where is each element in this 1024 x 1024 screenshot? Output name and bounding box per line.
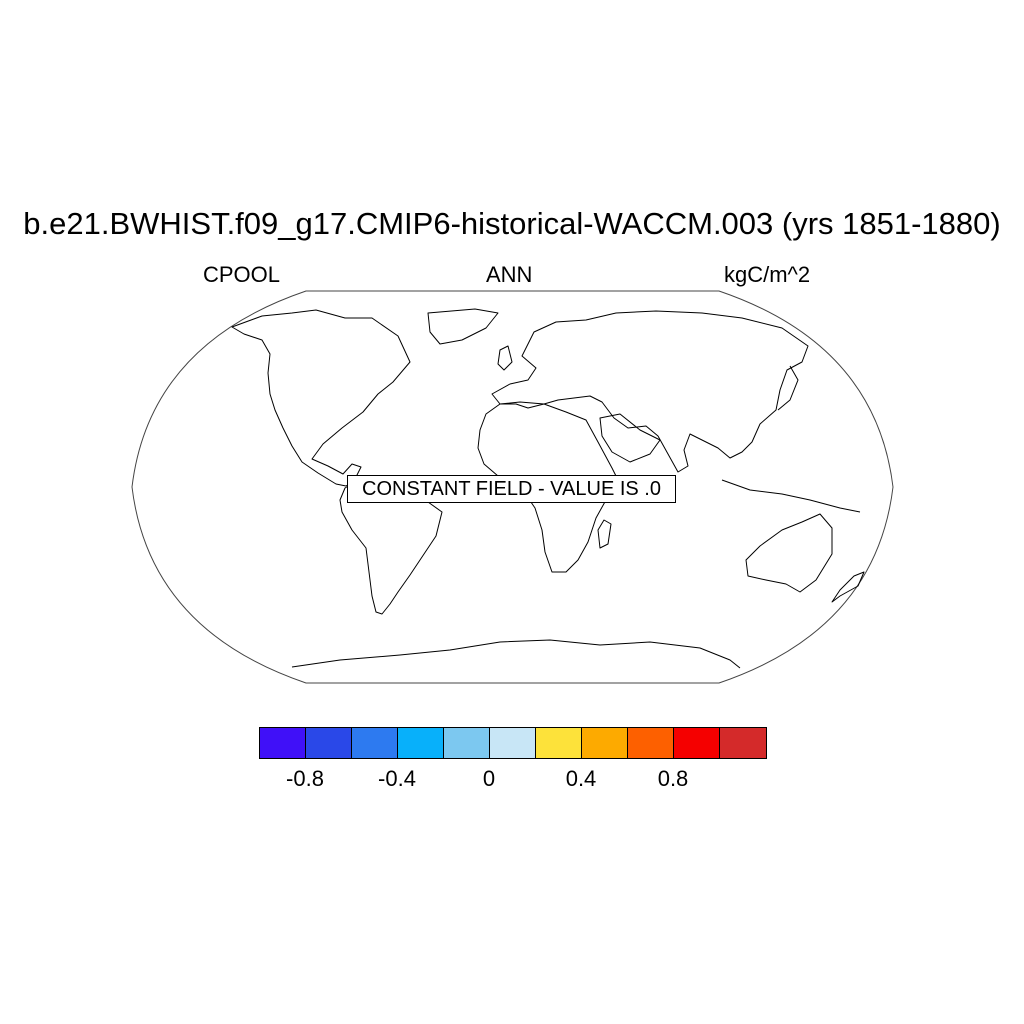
season-label: ANN [486, 262, 533, 287]
colorbar-tick-label: 0.8 [657, 766, 689, 791]
new-zealand-outline [831, 571, 865, 603]
colorbar-swatch [490, 728, 536, 758]
coastlines [231, 308, 865, 669]
arabia-outline [599, 413, 661, 463]
constant-field-notice: CONSTANT FIELD - VALUE IS .0 [347, 475, 676, 503]
antarctica-outline [291, 639, 741, 669]
colorbar [259, 727, 767, 759]
colorbar-swatch [582, 728, 628, 758]
colorbar-swatch [306, 728, 352, 758]
madagascar-outline [597, 519, 612, 549]
plot-title: b.e21.BWHIST.f09_g17.CMIP6-historical-WA… [23, 206, 1001, 241]
variable-label: CPOOL [203, 262, 281, 287]
japan-outline [777, 365, 799, 411]
colorbar-swatch [628, 728, 674, 758]
colorbar-swatch [444, 728, 490, 758]
colorbar-swatch [674, 728, 720, 758]
colorbar-swatch [398, 728, 444, 758]
colorbar-tick-label: -0.8 [286, 766, 324, 791]
colorbar-swatch [260, 728, 306, 758]
australia-outline [745, 513, 833, 593]
units-label: kgC/m^2 [724, 262, 811, 287]
british-isles-outline [497, 345, 513, 371]
colorbar-tick-label: -0.4 [378, 766, 416, 791]
eurasia-outline [491, 310, 809, 473]
indonesia-outline [721, 479, 861, 513]
greenland-outline [427, 308, 499, 345]
colorbar-tick-label: 0 [482, 766, 496, 791]
colorbar-swatch [720, 728, 766, 758]
map-frame [131, 290, 894, 684]
north-america-outline [231, 309, 411, 487]
colorbar-swatch [536, 728, 582, 758]
colorbar-swatch [352, 728, 398, 758]
colorbar-tick-label: 0.4 [565, 766, 597, 791]
